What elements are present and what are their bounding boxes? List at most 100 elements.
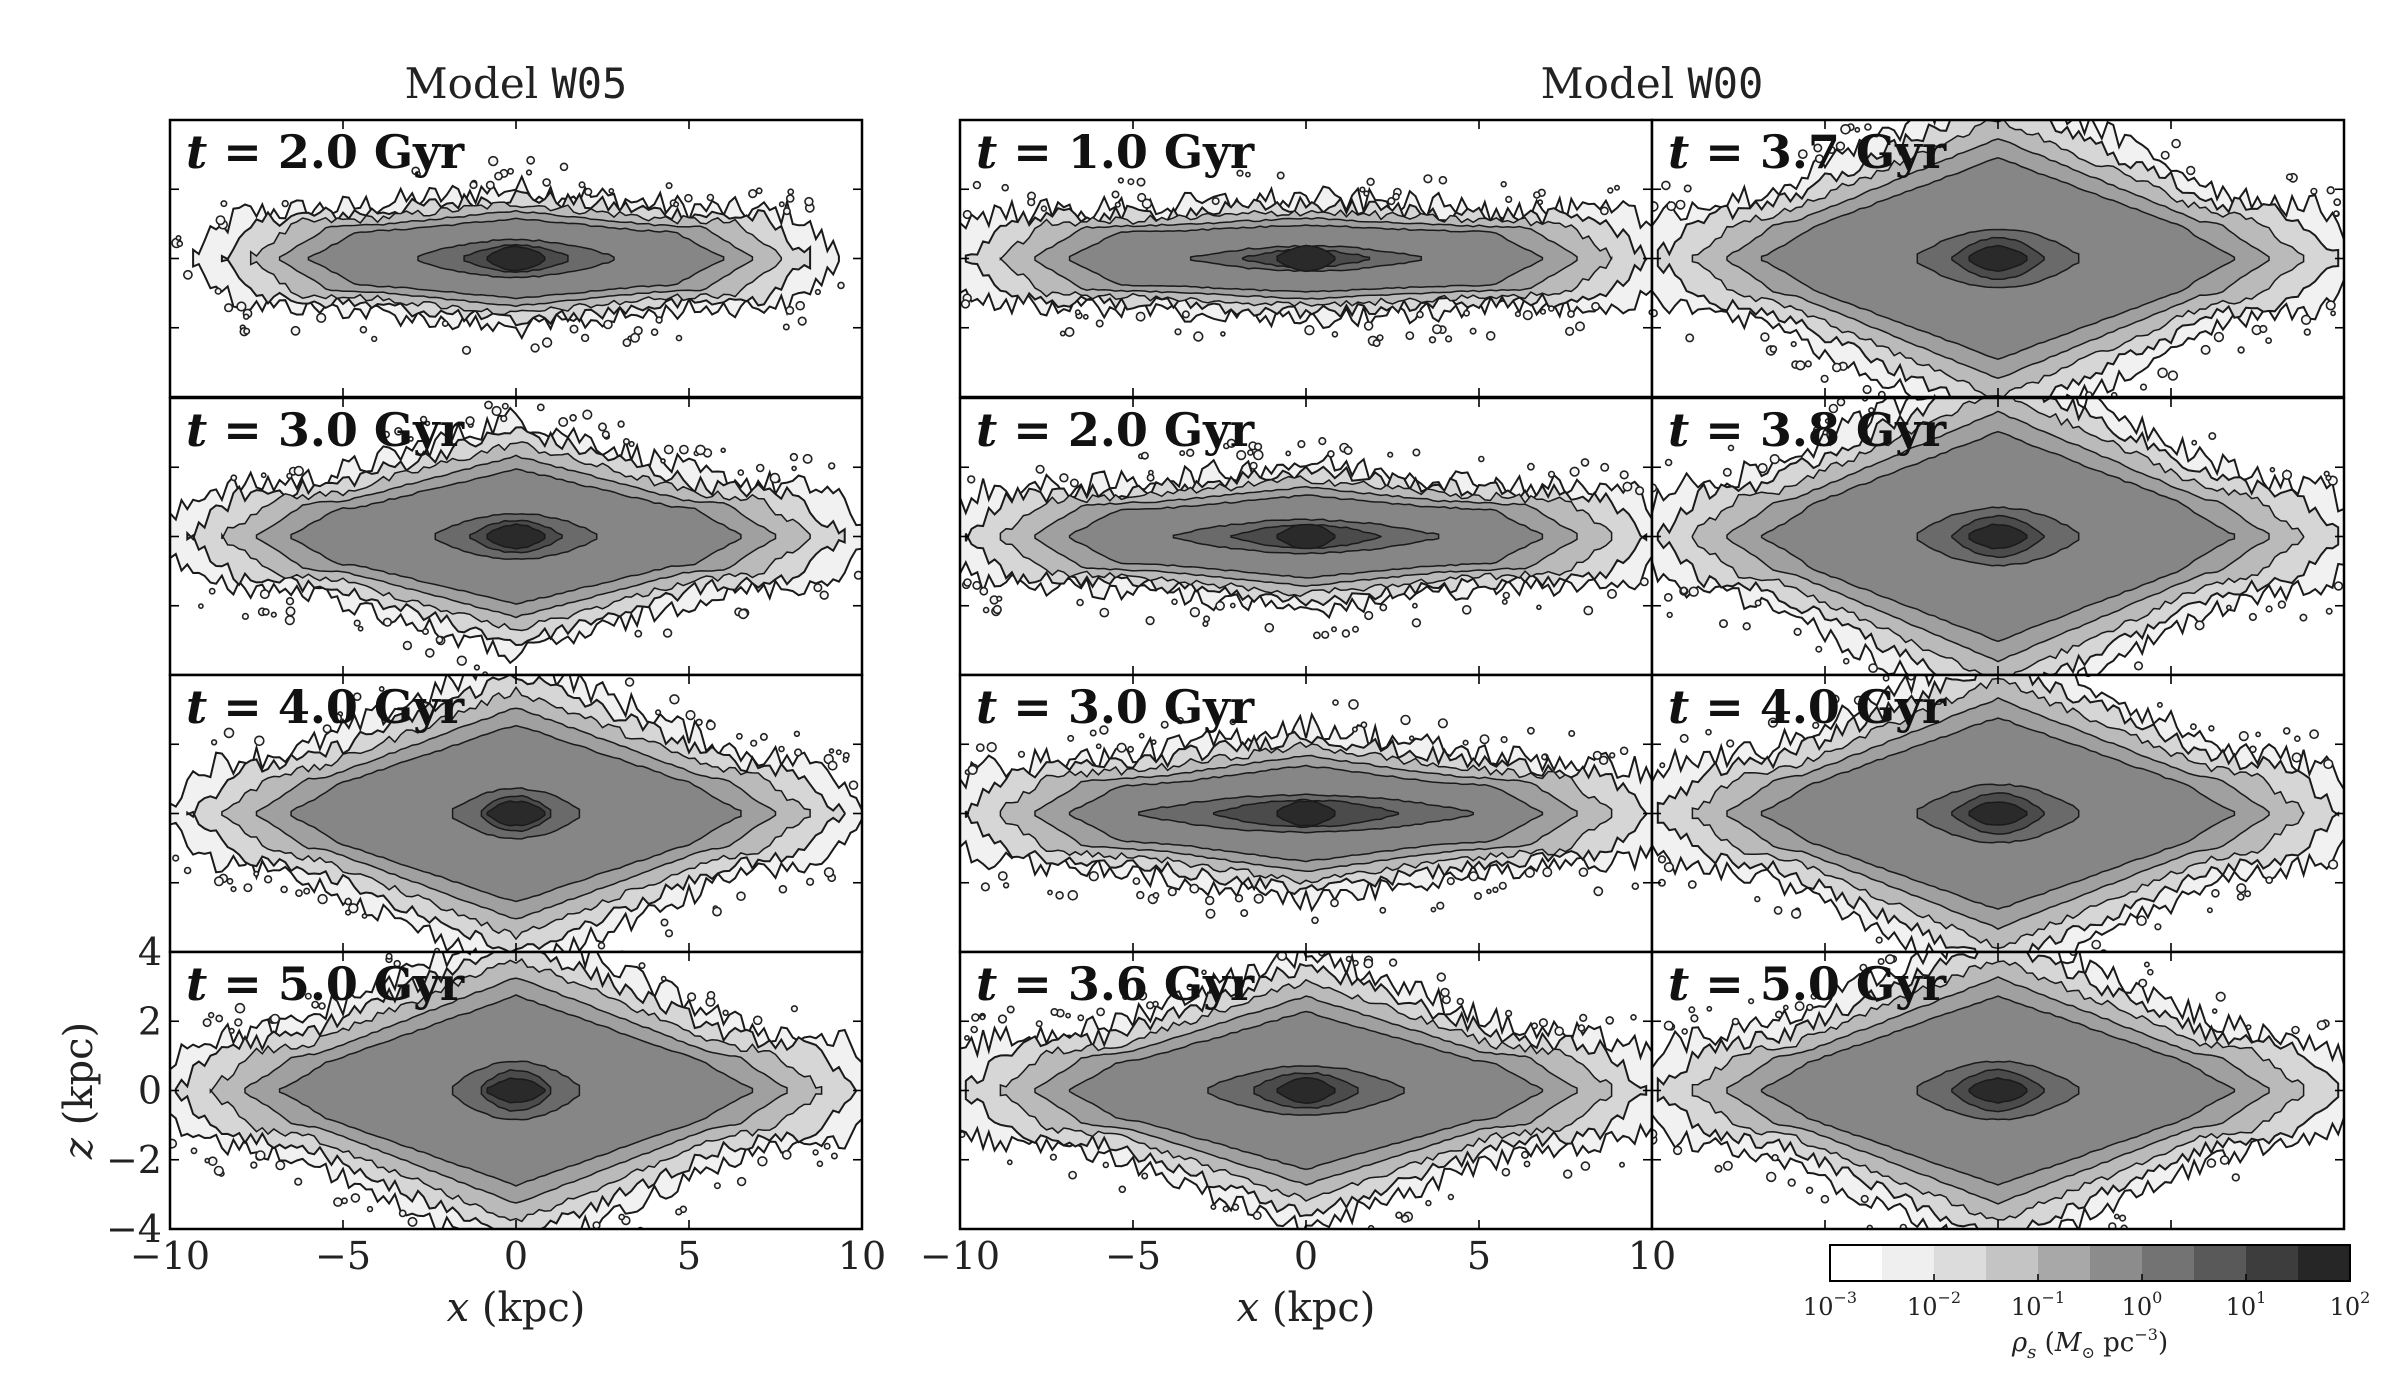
- colorbar-cell: [2142, 1245, 2195, 1281]
- density-speck: [1794, 1001, 1805, 1012]
- density-speck: [1253, 442, 1263, 451]
- density-speck: [1747, 998, 1755, 1005]
- density-speck: [295, 889, 303, 897]
- panel-w05-t2: t = 2.0 Gyr: [168, 118, 864, 399]
- density-speck: [1830, 694, 1840, 704]
- density-speck: [1176, 716, 1184, 725]
- density-speck: [1376, 334, 1384, 342]
- density-speck: [534, 1251, 543, 1260]
- density-speck: [1035, 1020, 1043, 1028]
- density-contour: [486, 1077, 546, 1104]
- colorbar-tick-label: 10−3: [1803, 1288, 1857, 1321]
- density-speck: [275, 1160, 286, 1171]
- density-speck: [2316, 1020, 2327, 1031]
- density-speck: [1787, 1178, 1796, 1187]
- density-speck: [1341, 629, 1351, 638]
- density-speck: [494, 171, 503, 181]
- density-speck: [1767, 717, 1778, 728]
- density-speck: [220, 200, 228, 208]
- density-speck: [1680, 586, 1688, 595]
- density-speck: [1548, 305, 1555, 312]
- density-speck: [1790, 908, 1802, 919]
- panel-time-label: t = 4.0 Gyr: [1668, 680, 1947, 734]
- density-speck: [2285, 173, 2294, 181]
- density-speck: [1812, 721, 1820, 730]
- density-speck: [530, 343, 540, 353]
- density-speck: [1663, 593, 1673, 602]
- density-speck: [2281, 469, 2293, 481]
- density-speck: [382, 430, 390, 439]
- group-title-w00: Model W00: [1541, 59, 1764, 108]
- density-speck: [1578, 867, 1589, 878]
- density-speck: [1690, 1014, 1699, 1023]
- density-speck: [1675, 199, 1686, 210]
- density-speck: [2303, 328, 2312, 336]
- density-speck: [322, 724, 332, 734]
- density-speck: [1137, 990, 1148, 1001]
- density-speck: [1726, 739, 1735, 748]
- density-speck: [1906, 114, 1912, 120]
- density-speck: [975, 743, 985, 752]
- density-speck: [1469, 327, 1477, 335]
- density-speck: [1862, 384, 1872, 395]
- density-speck: [1805, 1186, 1814, 1195]
- density-speck: [791, 465, 797, 472]
- density-speck: [1229, 718, 1237, 726]
- density-speck: [1461, 604, 1472, 615]
- density-speck: [1742, 622, 1751, 631]
- density-speck: [1065, 1012, 1071, 1019]
- density-speck: [1832, 362, 1842, 373]
- density-speck: [1447, 1193, 1455, 1201]
- density-speck: [1754, 599, 1762, 607]
- density-speck: [2213, 331, 2225, 343]
- density-speck: [1136, 177, 1146, 187]
- density-speck: [1264, 622, 1275, 633]
- density-speck: [592, 1221, 601, 1229]
- x-tick-label: 10: [838, 1234, 886, 1278]
- density-contour: [1276, 800, 1336, 827]
- density-speck: [1583, 605, 1594, 616]
- density-speck: [1722, 1160, 1733, 1171]
- density-speck: [569, 413, 577, 422]
- density-speck: [1485, 330, 1496, 341]
- density-speck: [582, 409, 593, 420]
- density-speck: [1304, 325, 1315, 336]
- density-speck: [1688, 586, 1699, 597]
- density-speck: [684, 193, 693, 203]
- density-speck: [441, 320, 449, 327]
- density-speck: [243, 327, 251, 335]
- density-speck: [1253, 449, 1264, 461]
- density-speck: [1095, 319, 1104, 328]
- density-speck: [1366, 177, 1375, 187]
- density-speck: [2206, 907, 2213, 914]
- density-speck: [1523, 1160, 1531, 1168]
- density-speck: [1864, 123, 1872, 131]
- panel-w00-t2: t = 2.0 Gyr: [958, 396, 1654, 677]
- colorbar: 10−3 10−2 10−1 100 101 102 ρs (M⊙ pc−3): [1803, 1244, 2370, 1363]
- panel-w00-t3: t = 3.0 Gyr: [958, 673, 1654, 954]
- density-speck: [2269, 466, 2276, 473]
- density-speck: [1064, 326, 1075, 337]
- density-speck: [281, 199, 289, 208]
- density-speck: [1685, 333, 1695, 343]
- density-speck: [979, 1014, 986, 1021]
- density-speck: [1242, 1228, 1247, 1229]
- density-speck: [580, 333, 590, 343]
- density-speck: [655, 316, 663, 324]
- density-speck: [1521, 1150, 1530, 1159]
- density-speck: [1486, 888, 1492, 895]
- density-speck: [827, 760, 838, 771]
- density-speck: [1619, 470, 1629, 480]
- density-speck: [789, 452, 799, 462]
- x-axis-label: x (kpc): [1237, 1285, 1376, 1331]
- density-speck: [1468, 871, 1479, 882]
- density-speck: [1527, 726, 1535, 735]
- x-tick-label: −10: [920, 1234, 1000, 1278]
- panel-time-label: t = 5.0 Gyr: [1668, 957, 1947, 1011]
- density-speck: [2219, 1155, 2230, 1165]
- density-speck: [262, 608, 270, 616]
- density-speck: [584, 187, 593, 196]
- density-speck: [1201, 969, 1207, 976]
- density-speck: [190, 1147, 198, 1155]
- density-speck: [1828, 403, 1839, 414]
